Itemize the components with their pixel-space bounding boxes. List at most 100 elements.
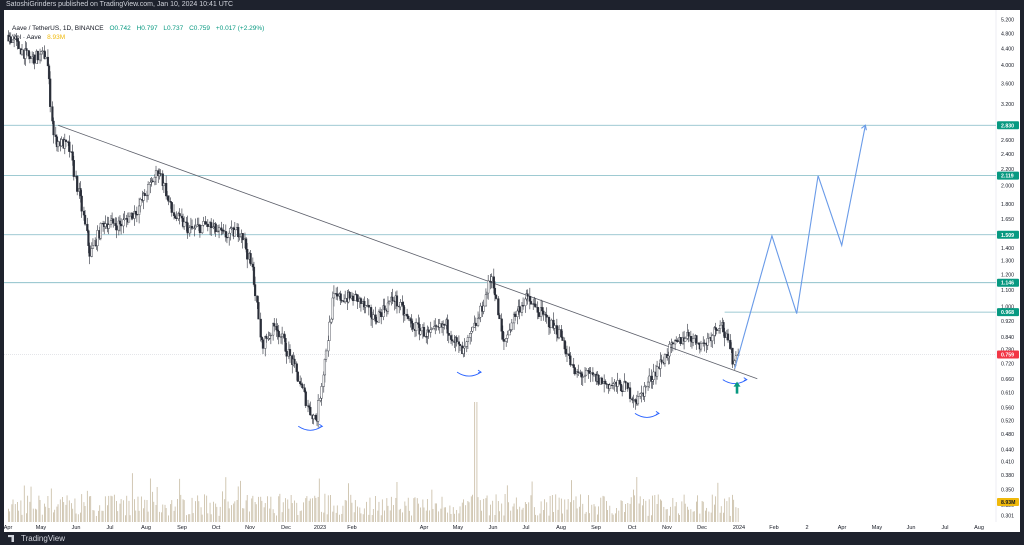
candle-body xyxy=(536,306,539,313)
y-tick-label: 4.400 xyxy=(1001,46,1014,52)
candle-body xyxy=(303,387,306,392)
candle-body xyxy=(679,337,682,345)
candle-body xyxy=(131,212,134,219)
level-price-label-bg xyxy=(997,308,1019,317)
candle-body xyxy=(451,339,454,342)
candle-body xyxy=(161,173,164,186)
candle-body xyxy=(86,223,89,231)
tradingview-logo[interactable]: TradingView xyxy=(8,534,65,543)
candle-body xyxy=(573,367,576,375)
candle-body xyxy=(72,160,75,177)
candle-body xyxy=(616,380,619,387)
volume-legend-label[interactable]: Vol · Aave xyxy=(12,34,42,41)
candle-body xyxy=(407,315,410,319)
candle-body xyxy=(624,381,627,384)
candle-body xyxy=(172,212,176,216)
footer-bar: TradingView xyxy=(4,532,1020,545)
candle-body xyxy=(553,325,556,329)
candle-body xyxy=(120,223,123,227)
candle-body xyxy=(175,217,178,219)
x-tick-label: Apr xyxy=(838,525,847,531)
y-tick-label: 0.520 xyxy=(1001,418,1014,424)
candle-body xyxy=(652,371,655,380)
candle-body xyxy=(577,371,580,373)
candle-body xyxy=(583,374,587,377)
candle-body xyxy=(293,358,296,364)
candle-body xyxy=(71,151,74,161)
y-tick-label: 0.480 xyxy=(1001,432,1014,438)
candle-body xyxy=(309,406,312,416)
candle-body xyxy=(687,332,690,337)
candle-body xyxy=(138,205,141,215)
y-tick-label: 1.650 xyxy=(1001,217,1014,223)
candle-body xyxy=(565,353,569,355)
candle-body xyxy=(734,355,737,361)
up-arrow-icon xyxy=(733,381,741,394)
candle-body xyxy=(109,220,113,225)
volume-legend[interactable]: Vol · Aave 8.93M xyxy=(12,34,69,41)
chart-area[interactable]: 5.2004.8004.4004.0003.6003.2002.8002.600… xyxy=(4,10,1020,532)
candle-body xyxy=(60,139,63,147)
candle-body xyxy=(38,53,42,61)
price-chart[interactable]: 5.2004.8004.4004.0003.6003.2002.8002.600… xyxy=(4,10,1020,532)
candle-body xyxy=(663,354,667,364)
candle-body xyxy=(643,386,646,397)
candle-body xyxy=(506,334,509,339)
candle-body xyxy=(632,399,635,401)
candle-body xyxy=(139,199,142,207)
candle-body xyxy=(96,230,99,247)
candle-body xyxy=(707,336,710,339)
candle-body xyxy=(501,331,504,340)
candle-body xyxy=(284,338,287,352)
candle-body xyxy=(33,54,36,64)
candle-body xyxy=(115,225,118,231)
level-price-label: 1.509 xyxy=(1001,233,1014,239)
level-price-label: 2.119 xyxy=(1001,174,1014,180)
candle-body xyxy=(246,249,249,260)
x-tick-label: Jul xyxy=(106,525,113,531)
candle-body xyxy=(229,228,232,234)
candle-body xyxy=(317,400,320,422)
level-price-label-bg xyxy=(997,230,1019,239)
y-tick-label: 1.100 xyxy=(1001,288,1014,294)
volume-price-label-bg xyxy=(997,498,1019,506)
candle-body xyxy=(40,51,43,55)
candle-body xyxy=(220,227,223,231)
candle-body xyxy=(676,340,679,342)
candle-body xyxy=(180,215,184,219)
x-tick-label: Sep xyxy=(177,525,187,531)
candle-body xyxy=(409,318,412,322)
candle-body xyxy=(314,415,318,420)
y-tick-label: 1.800 xyxy=(1001,202,1014,208)
candle-body xyxy=(118,220,122,225)
y-tick-label: 1.400 xyxy=(1001,246,1014,252)
candle-body xyxy=(167,195,170,202)
candle-body xyxy=(134,211,137,215)
candle-body xyxy=(714,327,717,330)
candle-body xyxy=(406,313,409,317)
x-tick-label: Oct xyxy=(628,525,637,531)
candle-body xyxy=(257,302,260,320)
candle-body xyxy=(555,325,558,335)
candle-body xyxy=(518,306,521,313)
candle-body xyxy=(564,348,567,355)
y-tick-label: 0.660 xyxy=(1001,377,1014,383)
candle-body xyxy=(91,245,95,249)
candle-body xyxy=(217,227,221,232)
candle-body xyxy=(241,233,244,241)
candle-body xyxy=(430,328,433,330)
x-tick-label: Dec xyxy=(697,525,707,531)
candle-body xyxy=(320,386,323,399)
candle-body xyxy=(265,336,268,339)
y-tick-label: 0.920 xyxy=(1001,319,1014,325)
legend-symbol[interactable]: Aave / TetherUS, 1D, BINANCE xyxy=(12,25,104,32)
candle-body xyxy=(550,319,553,328)
candle-body xyxy=(44,56,47,59)
candle-body xyxy=(545,314,548,318)
symbol-legend[interactable]: Aave / TetherUS, 1D, BINANCE O0.742 H0.7… xyxy=(12,25,268,32)
candle-body xyxy=(671,342,674,345)
candle-body xyxy=(122,219,125,227)
candle-body xyxy=(726,333,730,341)
candle-body xyxy=(20,49,24,55)
candle-body xyxy=(312,415,315,420)
